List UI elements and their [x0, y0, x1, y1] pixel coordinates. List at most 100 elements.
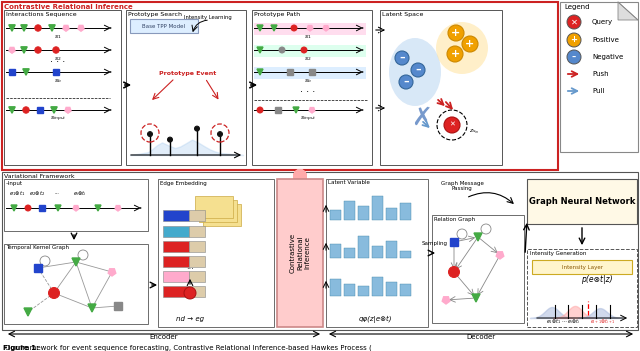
- Polygon shape: [95, 205, 101, 211]
- Bar: [163, 286, 189, 297]
- Bar: [34, 264, 42, 272]
- Bar: [380, 10, 502, 165]
- Polygon shape: [20, 25, 27, 31]
- Bar: [4, 10, 121, 165]
- Bar: [330, 210, 341, 220]
- Bar: [126, 10, 246, 165]
- Polygon shape: [309, 107, 315, 113]
- Polygon shape: [442, 297, 450, 304]
- Polygon shape: [474, 233, 482, 241]
- Bar: [39, 205, 45, 211]
- Text: Negative: Negative: [592, 54, 623, 60]
- Circle shape: [567, 15, 581, 29]
- Circle shape: [279, 47, 285, 53]
- Bar: [400, 251, 411, 258]
- Bar: [326, 179, 428, 327]
- Text: –: –: [403, 77, 409, 87]
- Polygon shape: [78, 25, 84, 31]
- Text: · · ·: · · ·: [300, 87, 316, 97]
- Bar: [4, 244, 148, 324]
- Polygon shape: [9, 25, 15, 31]
- Bar: [2, 172, 638, 330]
- Circle shape: [301, 47, 307, 53]
- Bar: [400, 203, 411, 220]
- Bar: [189, 256, 205, 267]
- Bar: [130, 19, 198, 33]
- Text: Our framework for event sequence forecasting, Contrastive Relational Inference-b: Our framework for event sequence forecas…: [5, 345, 372, 351]
- Text: $s_2$: $s_2$: [54, 55, 62, 63]
- Bar: [275, 107, 281, 113]
- Polygon shape: [72, 258, 80, 266]
- Bar: [114, 302, 122, 310]
- Bar: [532, 260, 632, 274]
- Bar: [4, 179, 148, 231]
- Polygon shape: [11, 205, 17, 211]
- Polygon shape: [323, 26, 329, 31]
- Text: Figure 1:: Figure 1:: [3, 345, 41, 351]
- Polygon shape: [257, 25, 263, 31]
- Circle shape: [218, 132, 223, 137]
- Bar: [252, 10, 372, 165]
- Bar: [199, 200, 237, 222]
- Text: Interactions Sequence: Interactions Sequence: [6, 12, 77, 17]
- Bar: [158, 179, 274, 327]
- Bar: [2, 2, 558, 170]
- Text: ✕: ✕: [449, 122, 455, 128]
- Text: nd → eg: nd → eg: [176, 316, 204, 322]
- Polygon shape: [24, 308, 32, 316]
- Text: $s_{input}$: $s_{input}$: [300, 114, 316, 124]
- Text: Variational Framework: Variational Framework: [4, 174, 75, 179]
- Circle shape: [447, 46, 463, 62]
- Text: Contrastive
Relational
Inference: Contrastive Relational Inference: [290, 233, 310, 273]
- Circle shape: [395, 51, 409, 65]
- Text: $e_2{\otimes}t_2$: $e_2{\otimes}t_2$: [29, 190, 45, 198]
- Polygon shape: [51, 107, 57, 113]
- Bar: [163, 226, 189, 237]
- Bar: [386, 282, 397, 296]
- Bar: [163, 256, 189, 267]
- Text: Edge Embedding: Edge Embedding: [160, 180, 207, 185]
- Text: Intensity Generation: Intensity Generation: [530, 251, 586, 256]
- Text: Prototype Search: Prototype Search: [128, 12, 182, 17]
- Polygon shape: [115, 206, 121, 211]
- Bar: [277, 179, 323, 327]
- Circle shape: [184, 287, 196, 299]
- Polygon shape: [9, 47, 15, 53]
- Ellipse shape: [436, 22, 488, 74]
- Text: Pull: Pull: [592, 88, 605, 94]
- Bar: [372, 246, 383, 258]
- Text: $e_{i+1}{\otimes}t_{i+1}$: $e_{i+1}{\otimes}t_{i+1}$: [590, 318, 616, 326]
- Circle shape: [444, 117, 460, 133]
- Text: Push: Push: [592, 71, 609, 77]
- Bar: [287, 69, 293, 75]
- Polygon shape: [73, 206, 79, 211]
- Bar: [560, 2, 638, 152]
- Bar: [189, 286, 205, 297]
- Polygon shape: [49, 25, 55, 31]
- Bar: [330, 279, 341, 296]
- Bar: [189, 226, 205, 237]
- Bar: [358, 286, 369, 296]
- Polygon shape: [65, 107, 71, 113]
- Text: $e_i{\otimes}t_i$: $e_i{\otimes}t_i$: [73, 190, 87, 198]
- Circle shape: [291, 25, 297, 31]
- Text: ···: ···: [186, 265, 194, 274]
- Bar: [527, 179, 637, 224]
- Polygon shape: [23, 69, 29, 75]
- Circle shape: [25, 205, 31, 211]
- Text: · · ·: · · ·: [51, 57, 66, 67]
- Bar: [358, 237, 369, 258]
- Text: $s_b$: $s_b$: [304, 77, 312, 85]
- Polygon shape: [257, 69, 263, 75]
- Circle shape: [567, 50, 581, 64]
- Text: ✕: ✕: [570, 18, 577, 26]
- Circle shape: [567, 33, 581, 47]
- Text: Positive: Positive: [592, 37, 619, 43]
- Text: Prototype Path: Prototype Path: [254, 12, 300, 17]
- Bar: [527, 249, 637, 327]
- Polygon shape: [293, 107, 299, 113]
- Bar: [163, 210, 189, 221]
- Text: $s_1$: $s_1$: [54, 33, 62, 41]
- Text: –Input: –Input: [6, 180, 23, 185]
- Bar: [36, 107, 43, 113]
